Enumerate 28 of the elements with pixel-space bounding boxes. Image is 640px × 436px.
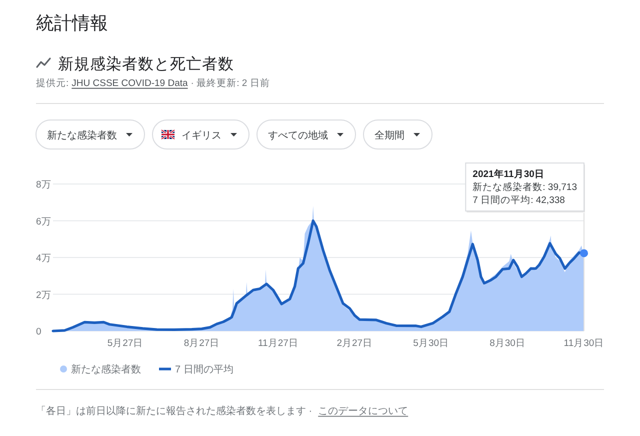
chart-subtitle: 新規感染者数と死亡者数	[58, 55, 234, 73]
text: · 最終更新: 2 日前	[190, 77, 270, 89]
y-tick-label: 8万	[36, 180, 52, 190]
y-tick-label: 2万	[36, 290, 52, 301]
annotation: 新たな感染者数: 39,713	[472, 181, 577, 193]
x-tick-label: 11月30日	[564, 338, 604, 349]
x-tick-label: 8月30日	[490, 338, 526, 349]
link: JHU CSSE COVID-19 Data	[71, 78, 188, 89]
y-tick-label: 6万	[36, 216, 52, 228]
chart-title: 統計情報	[36, 13, 108, 33]
control-dropdown: 新たな感染者数	[36, 120, 145, 150]
legend-label: 7 日間の平均	[175, 364, 234, 376]
annotation: 7 日間の平均: 42,338	[472, 194, 565, 206]
tooltip: 2021年11月30日 新たな感染者数: 39,713 7 日間の平均: 42,338	[465, 162, 585, 212]
control-dropdown: 全期間	[363, 120, 432, 150]
y-tick-label: 4万	[36, 253, 52, 264]
x-tick-label: 8月27日	[184, 338, 220, 349]
legend-label: 新たな感染者数	[71, 364, 141, 376]
x-tick-label: 5月27日	[107, 338, 144, 349]
x-tick-label: 2月27日	[336, 338, 373, 349]
y-tick-label: 0	[36, 326, 42, 338]
text: 「各日」は前日以降に新たに報告された感染者数を表します ·	[36, 405, 312, 417]
x-tick-label: 11月27日	[258, 338, 298, 349]
x-tick-label: 5月30日	[413, 338, 450, 349]
text: 提供元:	[36, 77, 69, 89]
link: このデータについて	[318, 406, 408, 417]
control-dropdown: イギリス	[152, 120, 250, 150]
control-dropdown: すべての地域	[256, 120, 356, 150]
